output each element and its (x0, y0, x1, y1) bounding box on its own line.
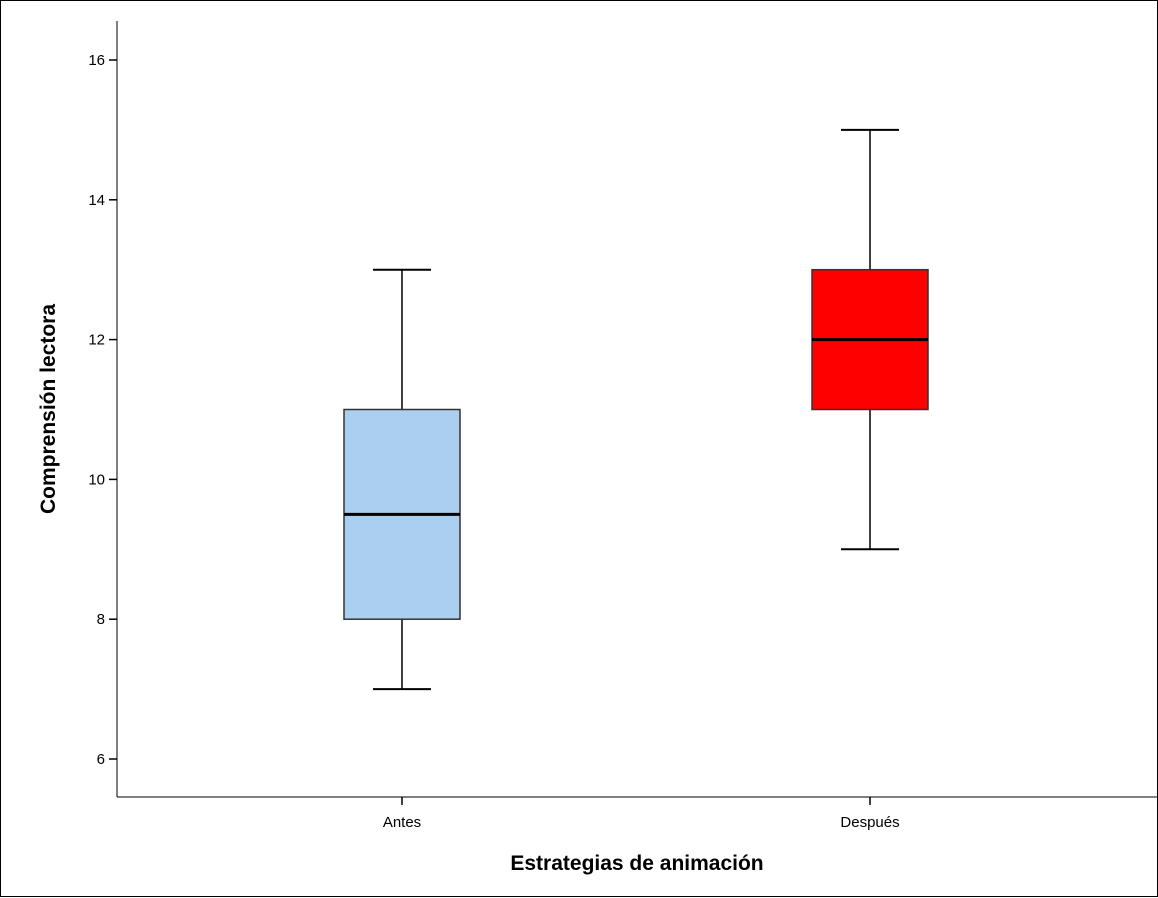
y-tick-label: 14 (88, 192, 105, 209)
x-tick-label: Antes (383, 814, 421, 831)
y-tick-label: 12 (88, 332, 105, 349)
box-group-después (811, 128, 929, 551)
y-tick-label: 8 (97, 611, 105, 628)
boxes (343, 128, 929, 691)
x-axis-title: Estrategias de animación (510, 852, 763, 875)
y-axis: 6 8 10 12 14 16 (88, 21, 118, 797)
y-tick-label: 16 (88, 52, 105, 69)
y-tick-label: 10 (88, 471, 105, 488)
y-tick-label: 6 (97, 751, 105, 768)
y-axis-title: Comprensión lectora (37, 304, 60, 514)
x-tick-label: Después (840, 814, 899, 831)
box-group-antes (343, 268, 461, 691)
x-axis: Antes Después (117, 796, 1158, 831)
